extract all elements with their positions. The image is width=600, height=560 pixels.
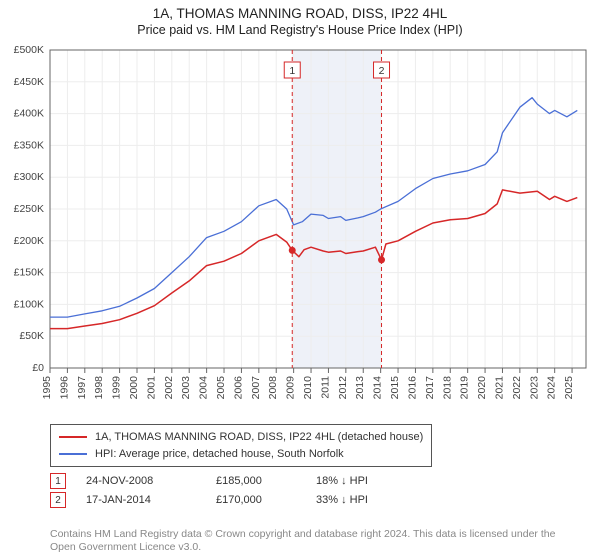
svg-text:2003: 2003 <box>180 376 192 400</box>
chart-subtitle: Price paid vs. HM Land Registry's House … <box>0 23 600 37</box>
legend-label: HPI: Average price, detached house, Sout… <box>95 446 344 463</box>
svg-text:1995: 1995 <box>41 376 53 400</box>
legend-swatch <box>59 436 87 438</box>
svg-text:2024: 2024 <box>546 376 558 400</box>
transaction-row: 2 17-JAN-2014£170,00033% ↓ HPI <box>50 492 406 508</box>
svg-text:£150K: £150K <box>14 267 44 279</box>
transaction-price: £170,000 <box>216 494 316 506</box>
svg-text:£100K: £100K <box>14 298 44 310</box>
svg-text:2001: 2001 <box>145 376 157 400</box>
chart-title: 1A, THOMAS MANNING ROAD, DISS, IP22 4HL <box>0 6 600 21</box>
legend: 1A, THOMAS MANNING ROAD, DISS, IP22 4HL … <box>50 424 432 467</box>
chart-container: 1A, THOMAS MANNING ROAD, DISS, IP22 4HL … <box>0 0 600 560</box>
svg-text:£350K: £350K <box>14 139 44 151</box>
line-chart: £0 £50K £100K £150K £200K £250K £300K £350K £400… <box>0 46 600 416</box>
svg-text:£300K: £300K <box>14 171 44 183</box>
svg-text:2007: 2007 <box>250 376 262 400</box>
svg-text:2023: 2023 <box>528 376 540 400</box>
transaction-pct: 33% ↓ HPI <box>316 494 406 506</box>
svg-text:2006: 2006 <box>232 376 244 400</box>
svg-text:2013: 2013 <box>354 376 366 400</box>
transaction-marker-box: 1 <box>50 473 66 489</box>
svg-text:1996: 1996 <box>58 376 70 400</box>
svg-text:2008: 2008 <box>267 376 279 400</box>
svg-text:2021: 2021 <box>493 376 505 400</box>
svg-text:2014: 2014 <box>372 376 384 400</box>
svg-text:2004: 2004 <box>198 376 210 400</box>
svg-text:2009: 2009 <box>285 376 297 400</box>
transaction-price: £185,000 <box>216 475 316 487</box>
svg-text:£450K: £450K <box>14 76 44 88</box>
svg-text:£250K: £250K <box>14 203 44 215</box>
svg-text:1998: 1998 <box>93 376 105 400</box>
svg-text:2017: 2017 <box>424 376 436 400</box>
svg-text:2005: 2005 <box>215 376 227 400</box>
svg-text:2015: 2015 <box>389 376 401 400</box>
transaction-date: 17-JAN-2014 <box>86 494 216 506</box>
svg-text:£200K: £200K <box>14 235 44 247</box>
svg-text:£0: £0 <box>32 362 44 374</box>
svg-text:£400K: £400K <box>14 108 44 120</box>
svg-text:2012: 2012 <box>337 376 349 400</box>
svg-text:2000: 2000 <box>128 376 140 400</box>
svg-text:2022: 2022 <box>511 376 523 400</box>
svg-text:1: 1 <box>289 65 295 77</box>
transactions-table: 1 24-NOV-2008£185,00018% ↓ HPI 2 17-JAN-201… <box>50 470 406 511</box>
transaction-pct: 18% ↓ HPI <box>316 475 406 487</box>
legend-row: 1A, THOMAS MANNING ROAD, DISS, IP22 4HL … <box>59 429 423 446</box>
svg-text:2002: 2002 <box>163 376 175 400</box>
svg-text:2010: 2010 <box>302 376 314 400</box>
svg-text:1997: 1997 <box>76 376 88 400</box>
svg-text:£50K: £50K <box>19 330 44 342</box>
legend-swatch <box>59 453 87 455</box>
svg-text:2020: 2020 <box>476 376 488 400</box>
svg-text:1999: 1999 <box>111 376 123 400</box>
transaction-row: 1 24-NOV-2008£185,00018% ↓ HPI <box>50 473 406 489</box>
transaction-marker-box: 2 <box>50 492 66 508</box>
svg-text:2019: 2019 <box>459 376 471 400</box>
transaction-date: 24-NOV-2008 <box>86 475 216 487</box>
svg-text:2016: 2016 <box>406 376 418 400</box>
svg-text:2011: 2011 <box>319 376 331 399</box>
svg-text:2: 2 <box>379 65 385 77</box>
credit-text: Contains HM Land Registry data © Crown c… <box>50 528 570 554</box>
svg-text:2018: 2018 <box>441 376 453 400</box>
svg-text:£500K: £500K <box>14 46 44 56</box>
legend-row: HPI: Average price, detached house, Sout… <box>59 446 423 463</box>
svg-text:2025: 2025 <box>563 376 575 400</box>
legend-label: 1A, THOMAS MANNING ROAD, DISS, IP22 4HL … <box>95 429 423 446</box>
